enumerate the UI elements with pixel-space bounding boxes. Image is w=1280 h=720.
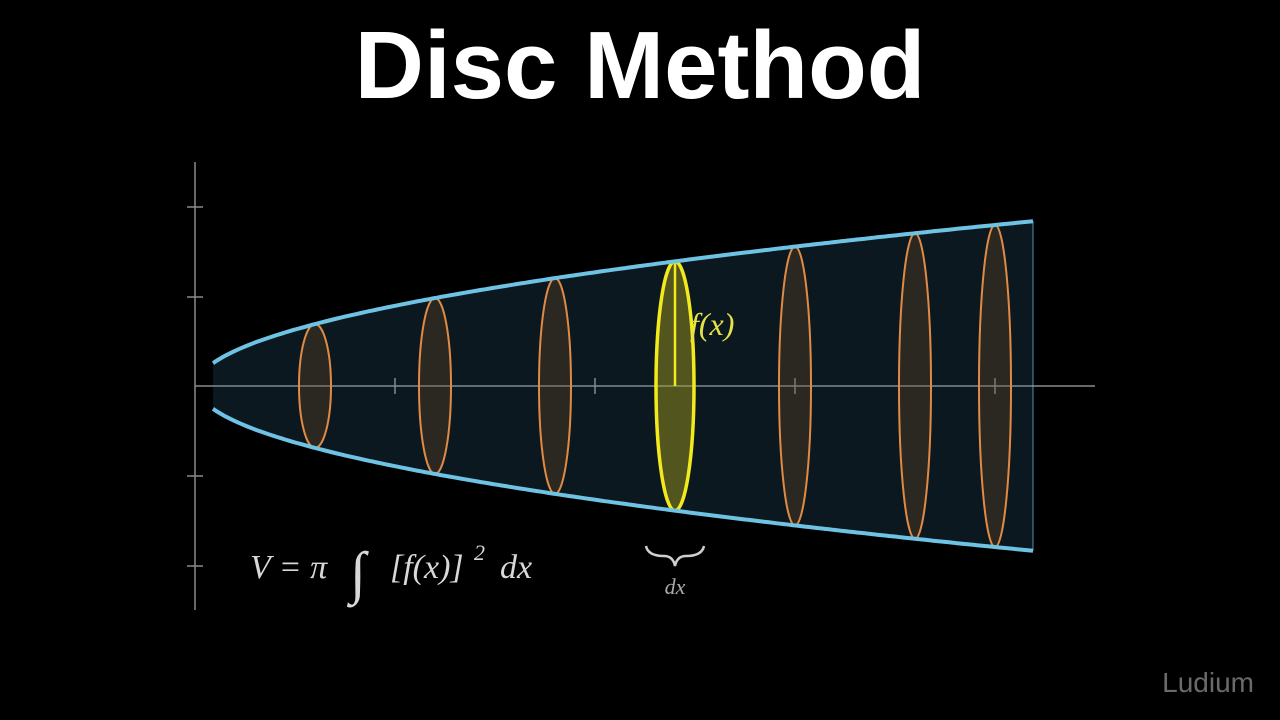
formula-differential: dx [500,549,532,586]
lower-curve [211,407,1034,553]
solid [211,219,1034,553]
brace [644,545,706,567]
disc [538,277,572,495]
formula-exponent: 2 [474,540,485,565]
title: Disc Method [355,12,926,119]
axes [187,162,1095,610]
formula-lhs: V = π [250,549,328,586]
disc [778,245,812,527]
disc [978,223,1012,549]
region [213,221,1033,551]
disc [898,232,932,540]
disc [298,323,332,449]
watermark: Ludium [1162,667,1254,698]
disc [418,297,452,475]
formula: V = π ∫ [f(x)] 2 dx [250,540,532,608]
width-label: dx [665,574,686,599]
upper-curve [211,219,1034,365]
formula-integrand: [f(x)] [390,549,464,586]
radius-label: f(x) [690,306,734,342]
formula-integral: ∫ [346,540,369,608]
